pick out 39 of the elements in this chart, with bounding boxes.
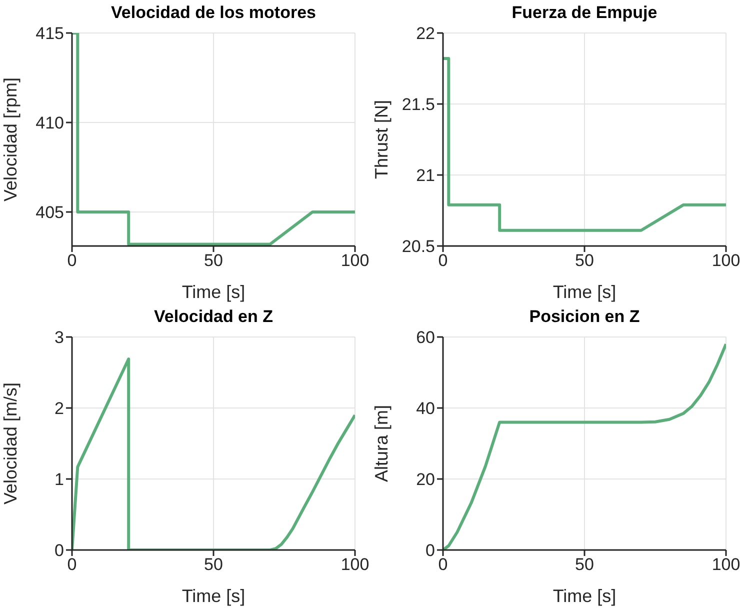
y-tick-label: 40 — [416, 399, 435, 418]
y-tick-label: 20 — [416, 470, 435, 490]
chart-title: Velocidad de los motores — [110, 3, 317, 23]
chart-title: Posicion en Z — [528, 307, 641, 327]
x-tick-label: 0 — [67, 251, 77, 270]
y-tick-label: 21 — [416, 166, 435, 186]
x-tick-label: 0 — [438, 251, 448, 270]
y-tick-label: 2 — [54, 399, 64, 418]
x-tick-label: 100 — [712, 251, 740, 270]
y-axis-title: Velocidad [rpm] — [0, 77, 20, 202]
y-tick-label: 60 — [416, 328, 435, 348]
x-tick-label: 50 — [575, 251, 594, 270]
y-tick-label: 0 — [426, 541, 435, 560]
y-tick-label: 22 — [416, 24, 435, 44]
y-tick-label: 410 — [36, 114, 64, 133]
y-axis-title: Thrust [N] — [371, 100, 392, 180]
x-tick-label: 50 — [575, 555, 594, 574]
chart-title: Fuerza de Empuje — [510, 3, 658, 23]
y-axis-title: Velocidad [m/s] — [0, 382, 20, 505]
y-tick-label: 0 — [54, 541, 64, 560]
y-axis-title: Altura [m] — [371, 404, 392, 482]
x-tick-label: 100 — [340, 251, 370, 270]
chart-title: Velocidad en Z — [152, 307, 274, 327]
y-tick-label: 1 — [54, 470, 64, 490]
x-tick-label: 100 — [340, 555, 370, 574]
x-tick-label: 50 — [204, 555, 223, 574]
y-tick-label: 405 — [36, 203, 64, 222]
y-tick-label: 415 — [36, 24, 64, 44]
x-tick-label: 0 — [438, 555, 448, 574]
y-tick-label: 20.5 — [402, 237, 435, 256]
x-axis-title: Time [s] — [182, 586, 246, 606]
x-axis-title: Time [s] — [552, 586, 616, 606]
y-tick-label: 21.5 — [402, 95, 435, 114]
x-tick-label: 50 — [204, 251, 223, 270]
x-tick-label: 0 — [67, 555, 77, 574]
x-tick-label: 100 — [712, 555, 740, 574]
y-tick-label: 3 — [54, 328, 64, 348]
x-axis-title: Time [s] — [552, 282, 616, 302]
x-axis-title: Time [s] — [182, 282, 246, 302]
